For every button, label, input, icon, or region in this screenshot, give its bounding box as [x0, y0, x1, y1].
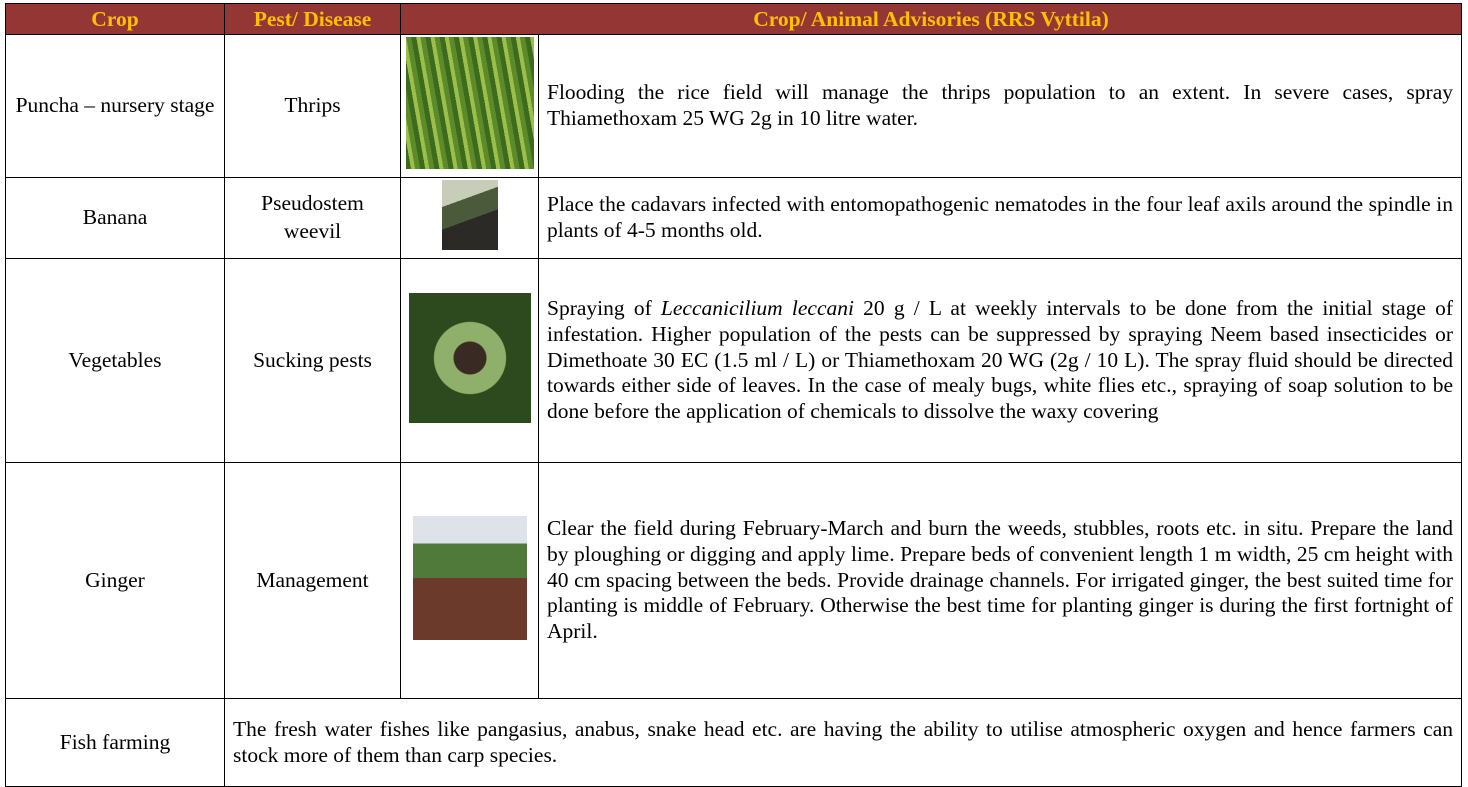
pest: Thrips [225, 35, 401, 178]
crop: Fish farming [6, 699, 225, 787]
crop: Vegetables [6, 259, 225, 463]
advisory: Clear the field during February-March an… [539, 463, 1462, 699]
advisory-table: Crop Pest/ Disease Crop/ Animal Advisori… [5, 3, 1462, 787]
page: Crop Pest/ Disease Crop/ Animal Advisori… [0, 0, 1468, 781]
pest: Pseudostem weevil [225, 178, 401, 259]
photo [409, 293, 531, 423]
image-cell [401, 463, 539, 699]
pest: Sucking pests [225, 259, 401, 463]
advisory: Spraying of Leccanicilium leccani 20 g /… [539, 259, 1462, 463]
header-row: Crop Pest/ Disease Crop/ Animal Advisori… [6, 4, 1462, 35]
row: Fish farming The fresh water fishes like… [6, 699, 1462, 787]
crop: Banana [6, 178, 225, 259]
crop: Ginger [6, 463, 225, 699]
header-cell: Crop [6, 4, 225, 35]
row: Ginger Management Clear the field during… [6, 463, 1462, 699]
row: Banana Pseudostem weevil Place the cadav… [6, 178, 1462, 259]
image-cell [401, 259, 539, 463]
advisory-text: Spraying of [547, 296, 661, 320]
image-cell [401, 35, 539, 178]
advisory: Flooding the rice field will manage the … [539, 35, 1462, 178]
advisory-text: Flooding the rice field will manage the … [547, 80, 1453, 130]
row: Vegetables Sucking pests Spraying of Lec… [6, 259, 1462, 463]
advisory: Place the cadavars infected with entomop… [539, 178, 1462, 259]
advisory-text: Clear the field during February-March an… [547, 516, 1453, 643]
photo [442, 180, 498, 250]
crop: Puncha – nursery stage [6, 35, 225, 178]
photo [413, 516, 527, 640]
pest: Management [225, 463, 401, 699]
header-cell: Crop/ Animal Advisories (RRS Vyttila) [401, 4, 1462, 35]
advisory: The fresh water fishes like pangasius, a… [225, 699, 1462, 787]
image-cell [401, 178, 539, 259]
photo [406, 37, 534, 169]
advisory-text: Place the cadavars infected with entomop… [547, 192, 1453, 242]
header-cell: Pest/ Disease [225, 4, 401, 35]
species-name: Leccanicilium leccani [661, 296, 854, 320]
row: Puncha – nursery stage Thrips Flooding t… [6, 35, 1462, 178]
advisory-text: The fresh water fishes like pangasius, a… [233, 717, 1453, 767]
